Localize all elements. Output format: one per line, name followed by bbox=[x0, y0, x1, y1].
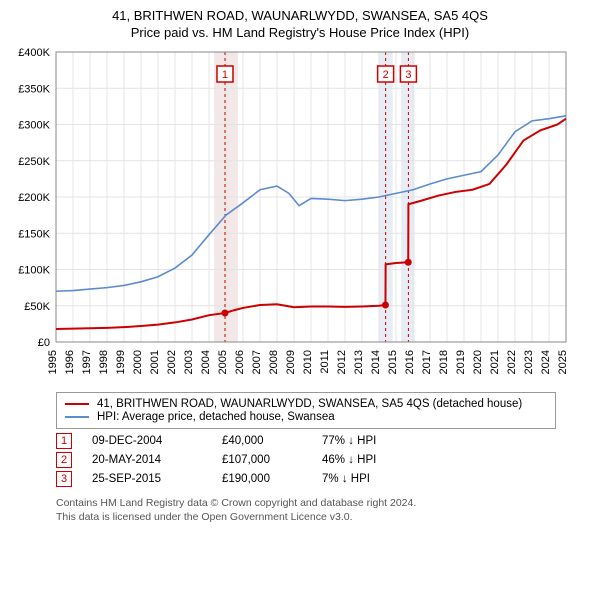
svg-text:2012: 2012 bbox=[336, 350, 348, 374]
legend: 41, BRITHWEN ROAD, WAUNARLWYDD, SWANSEA,… bbox=[56, 392, 556, 429]
svg-text:£0: £0 bbox=[38, 337, 50, 349]
sale-row: 1 09-DEC-2004 £40,000 77% ↓ HPI bbox=[56, 433, 588, 449]
sales-table: 1 09-DEC-2004 £40,000 77% ↓ HPI 2 20-MAY-2014… bbox=[56, 433, 588, 487]
svg-text:2023: 2023 bbox=[523, 350, 535, 374]
svg-text:2011: 2011 bbox=[319, 350, 331, 374]
svg-text:2: 2 bbox=[383, 69, 389, 81]
svg-text:2002: 2002 bbox=[166, 350, 178, 374]
sale-delta: 7% ↓ HPI bbox=[322, 473, 422, 485]
svg-text:1998: 1998 bbox=[98, 350, 110, 374]
footer-attribution: Contains HM Land Registry data © Crown c… bbox=[56, 497, 588, 524]
legend-swatch bbox=[65, 416, 89, 418]
svg-text:2008: 2008 bbox=[268, 350, 280, 374]
svg-text:£150K: £150K bbox=[18, 228, 50, 240]
svg-text:1997: 1997 bbox=[81, 350, 93, 374]
svg-text:1999: 1999 bbox=[115, 350, 127, 374]
svg-text:2003: 2003 bbox=[183, 350, 195, 374]
svg-text:2005: 2005 bbox=[217, 350, 229, 374]
svg-text:£100K: £100K bbox=[18, 265, 50, 277]
sale-badge: 3 bbox=[56, 471, 72, 487]
sale-price: £107,000 bbox=[222, 454, 302, 466]
svg-text:£300K: £300K bbox=[18, 120, 50, 132]
svg-text:£350K: £350K bbox=[18, 83, 50, 95]
svg-text:2019: 2019 bbox=[455, 350, 467, 374]
legend-item: 41, BRITHWEN ROAD, WAUNARLWYDD, SWANSEA,… bbox=[65, 398, 547, 410]
svg-text:2006: 2006 bbox=[234, 350, 246, 374]
svg-text:£400K: £400K bbox=[18, 47, 50, 59]
svg-text:2024: 2024 bbox=[540, 350, 552, 374]
footer-line-1: Contains HM Land Registry data © Crown c… bbox=[56, 497, 588, 511]
svg-text:2025: 2025 bbox=[557, 350, 569, 374]
svg-text:£250K: £250K bbox=[18, 156, 50, 168]
sale-price: £190,000 bbox=[222, 473, 302, 485]
sale-badge: 2 bbox=[56, 452, 72, 468]
title-address: 41, BRITHWEN ROAD, WAUNARLWYDD, SWANSEA,… bbox=[12, 8, 588, 23]
svg-text:2009: 2009 bbox=[285, 350, 297, 374]
svg-text:2017: 2017 bbox=[421, 350, 433, 374]
svg-text:2000: 2000 bbox=[132, 350, 144, 374]
svg-text:2015: 2015 bbox=[387, 350, 399, 374]
svg-text:2020: 2020 bbox=[472, 350, 484, 374]
sale-badge: 1 bbox=[56, 433, 72, 449]
svg-text:2013: 2013 bbox=[353, 350, 365, 374]
svg-text:£50K: £50K bbox=[24, 301, 50, 313]
svg-text:1995: 1995 bbox=[47, 350, 59, 374]
sale-delta: 46% ↓ HPI bbox=[322, 454, 422, 466]
svg-text:2014: 2014 bbox=[370, 350, 382, 374]
svg-text:3: 3 bbox=[405, 69, 411, 81]
sale-date: 20-MAY-2014 bbox=[92, 454, 202, 466]
footer-line-2: This data is licensed under the Open Gov… bbox=[56, 511, 588, 525]
svg-text:1996: 1996 bbox=[64, 350, 76, 374]
sale-row: 2 20-MAY-2014 £107,000 46% ↓ HPI bbox=[56, 452, 588, 468]
price-chart: £0 £50K £100K £150K £200K £250K £300K £350K £400… bbox=[12, 46, 588, 386]
svg-text:2021: 2021 bbox=[489, 350, 501, 374]
svg-text:2001: 2001 bbox=[149, 350, 161, 374]
sale-price: £40,000 bbox=[222, 435, 302, 447]
sale-row: 3 25-SEP-2015 £190,000 7% ↓ HPI bbox=[56, 471, 588, 487]
svg-text:2010: 2010 bbox=[302, 350, 314, 374]
svg-text:2004: 2004 bbox=[200, 350, 212, 374]
legend-item: HPI: Average price, detached house, Swan… bbox=[65, 411, 547, 423]
svg-text:1: 1 bbox=[222, 69, 228, 81]
svg-text:2018: 2018 bbox=[438, 350, 450, 374]
legend-label: 41, BRITHWEN ROAD, WAUNARLWYDD, SWANSEA,… bbox=[97, 398, 522, 410]
legend-swatch bbox=[65, 403, 89, 405]
legend-label: HPI: Average price, detached house, Swan… bbox=[97, 411, 335, 423]
svg-text:2016: 2016 bbox=[404, 350, 416, 374]
title-subtitle: Price paid vs. HM Land Registry's House … bbox=[12, 25, 588, 40]
svg-text:2022: 2022 bbox=[506, 350, 518, 374]
sale-date: 25-SEP-2015 bbox=[92, 473, 202, 485]
svg-text:2007: 2007 bbox=[251, 350, 263, 374]
sale-delta: 77% ↓ HPI bbox=[322, 435, 422, 447]
sale-date: 09-DEC-2004 bbox=[92, 435, 202, 447]
svg-text:£200K: £200K bbox=[18, 192, 50, 204]
